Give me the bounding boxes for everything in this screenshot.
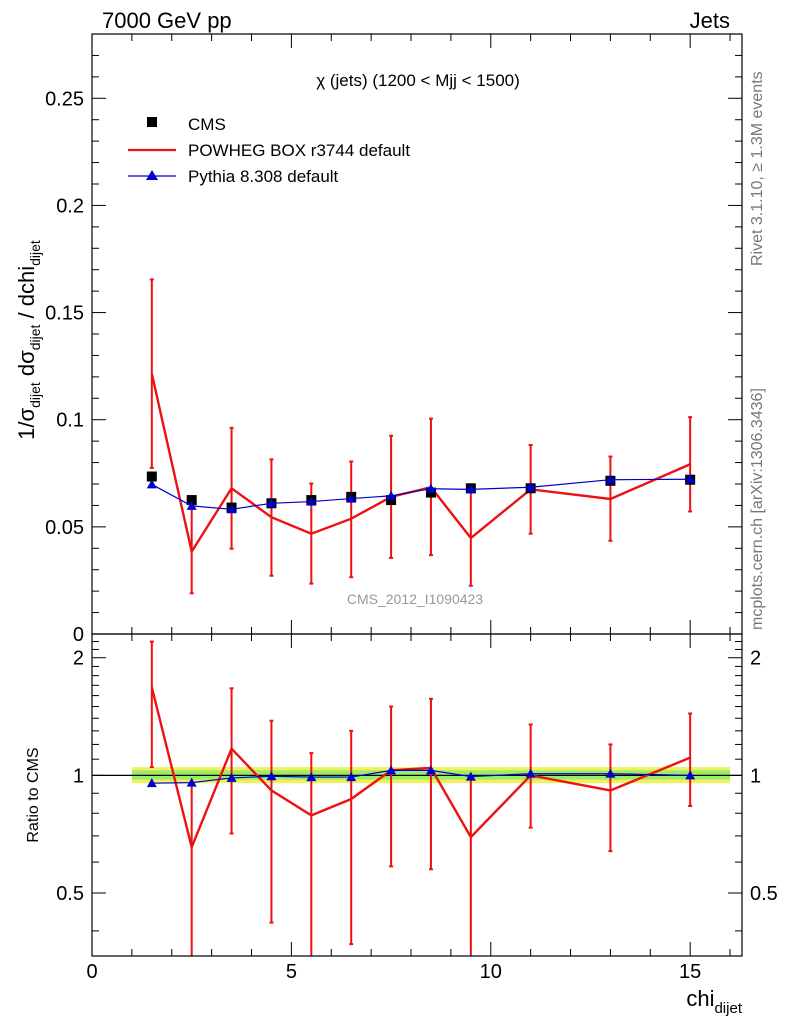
- y-tick-label: 0.05: [45, 517, 84, 539]
- ratio-plot: 0.5 0.5 1 1 2 2 0 5 10 15 Ratio to CMS chidijet: [25, 633, 778, 1017]
- pythia-point: [306, 496, 317, 506]
- ratio-powheg-line: [150, 687, 691, 852]
- y-tick-label: 0.15: [45, 303, 84, 325]
- pythia-point: [465, 484, 476, 494]
- cms-data-point: [146, 471, 157, 482]
- ratio-y-tick-label-right: 2: [750, 648, 761, 670]
- pythia-point: [266, 498, 277, 508]
- pythia-point: [146, 479, 157, 489]
- cms-data-point: [386, 495, 397, 506]
- mcplots-side-label: mcplots.cern.ch [arXiv:1306.3436]: [749, 388, 766, 630]
- legend-label-cms: CMS: [188, 115, 226, 134]
- ratio-y-tick-label-right: 0.5: [750, 883, 778, 905]
- legend-label-pythia: Pythia 8.308 default: [188, 167, 339, 186]
- watermark: CMS_2012_I1090423: [347, 591, 483, 607]
- ratio-pythia-point: [186, 777, 197, 787]
- pythia-point: [186, 500, 197, 510]
- main-plot: CMS_2012_I1090423 χ (jets) (1200 < Mjj <…: [14, 33, 743, 646]
- ratio-pythia-point: [425, 765, 436, 775]
- x-tick-label: 15: [679, 961, 701, 983]
- pythia-point: [685, 474, 696, 484]
- legend: CMS POWHEG BOX r3744 default Pythia 8.30…: [128, 115, 410, 186]
- y-tick-label: 0.1: [56, 410, 84, 432]
- ratio-pythia-point: [266, 771, 277, 781]
- ratio-pythia-point: [525, 768, 536, 778]
- ratio-pythia-point: [346, 772, 357, 782]
- pythia-point: [605, 474, 616, 484]
- legend-marker-pythia: [146, 170, 158, 180]
- y-axis-label: 1/σdijet dσdijet / dchidijet: [14, 240, 43, 440]
- header-left-label: 7000 GeV pp: [102, 8, 232, 33]
- y-tick-label: 0.25: [45, 88, 84, 110]
- ratio-pythia-point: [146, 778, 157, 788]
- rivet-side-label: Rivet 3.1.10, ≥ 1.3M events: [749, 71, 766, 266]
- pythia-point: [226, 504, 237, 514]
- ratio-pythia-point: [685, 770, 696, 780]
- pythia-point: [386, 490, 397, 500]
- y-tick-label: 0: [73, 624, 84, 646]
- ratio-pythia-point: [226, 772, 237, 782]
- ratio-y-axis-label: Ratio to CMS: [25, 747, 42, 842]
- pythia-point: [425, 483, 436, 493]
- x-tick-label: 0: [86, 961, 97, 983]
- ratio-pythia-point: [306, 772, 317, 782]
- ratio-pythia-point: [605, 768, 616, 778]
- pythia-point: [525, 482, 536, 492]
- x-axis-label: chidijet: [686, 986, 742, 1017]
- x-tick-label: 10: [480, 961, 502, 983]
- ratio-y-tick-label: 0.5: [56, 883, 84, 905]
- legend-label-powheg: POWHEG BOX r3744 default: [188, 141, 410, 160]
- ratio-pythia-line: [151, 769, 691, 784]
- pythia-point: [346, 493, 357, 503]
- powheg-line: [150, 373, 691, 555]
- pythia-line: [151, 478, 691, 510]
- ratio-y-tick-label-right: 1: [750, 765, 761, 787]
- ratio-pythia-point: [386, 765, 397, 775]
- ratio-pythia-point: [465, 771, 476, 781]
- plot-title: χ (jets) (1200 < Mjj < 1500): [316, 71, 520, 90]
- y-tick-label: 0.2: [56, 195, 84, 217]
- ratio-y-tick-label: 1: [73, 765, 84, 787]
- x-tick-label: 5: [286, 961, 297, 983]
- ratio-plot-frame: [91, 633, 743, 957]
- legend-marker-cms: [147, 117, 157, 127]
- ratio-y-tick-label: 2: [73, 648, 84, 670]
- header-right-label: Jets: [690, 8, 730, 33]
- cms-data-point: [186, 495, 197, 506]
